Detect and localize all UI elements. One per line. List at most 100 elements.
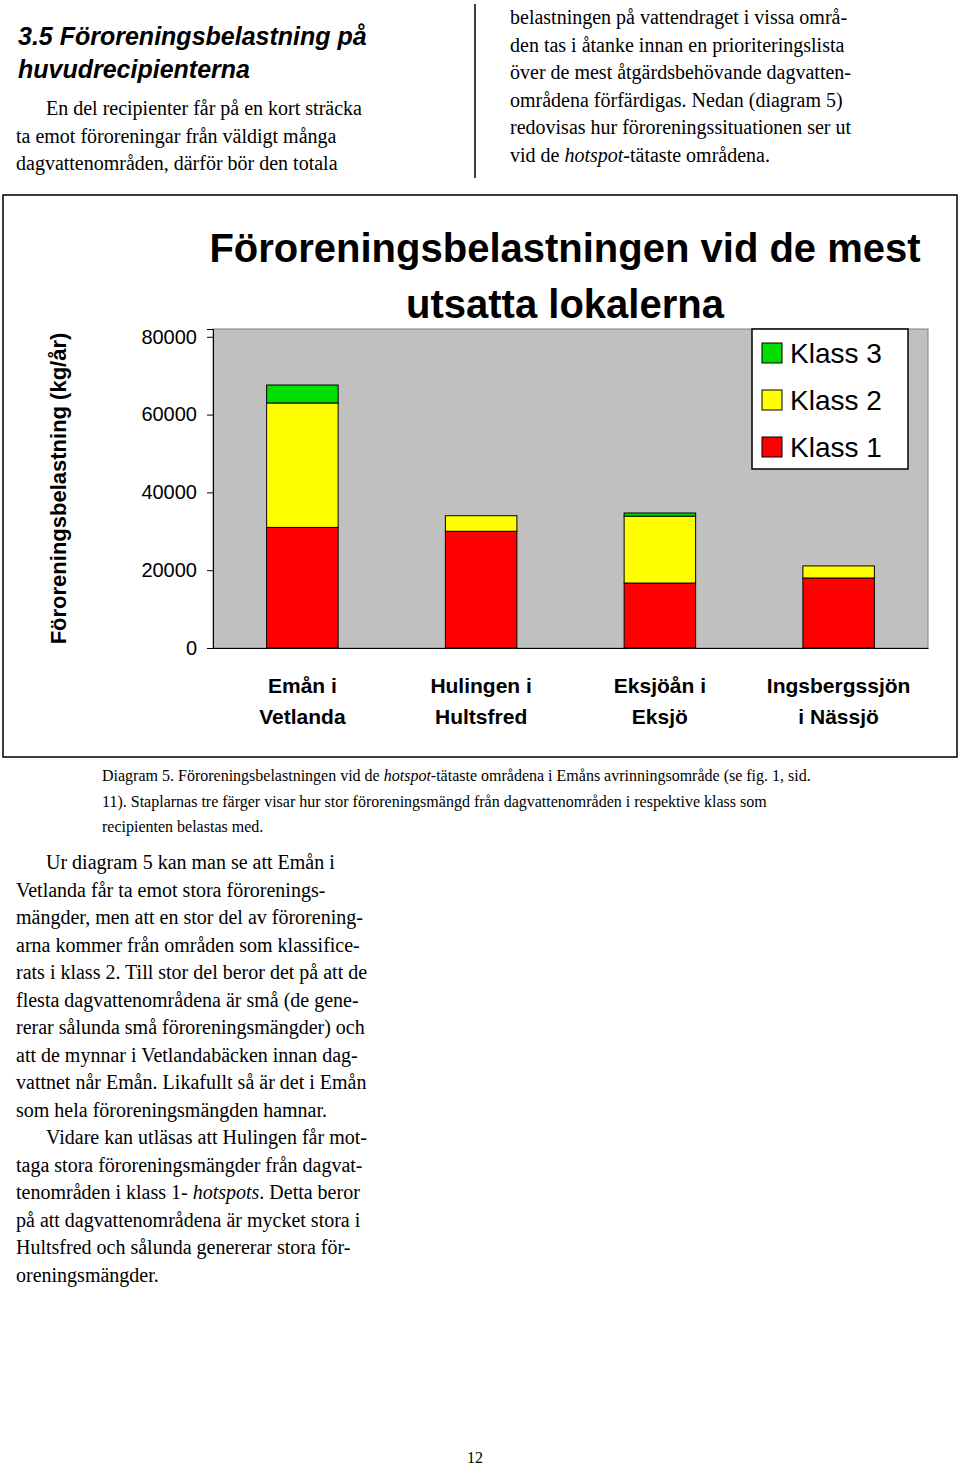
intro-text: En del recipienter får på en kort sträck… bbox=[46, 97, 362, 120]
text-segment: hotspot bbox=[384, 767, 432, 785]
bar-segment bbox=[267, 403, 339, 527]
y-tick-mark bbox=[207, 648, 213, 649]
caption: 11). Staplarnas tre färger visar hur sto… bbox=[102, 793, 767, 811]
y-tick-label: 40000 bbox=[141, 481, 197, 503]
y-tick: 60000 bbox=[141, 403, 213, 425]
bar-segment bbox=[267, 527, 339, 648]
text-line: Vetlanda bbox=[259, 705, 346, 728]
y-tick: 80000 bbox=[141, 326, 213, 348]
intro-text: ta emot föroreningar från väldigt många bbox=[16, 125, 337, 148]
chart: Föroreningsbelastningen vid de mest utsat… bbox=[46, 226, 929, 728]
text-line: Eksjöån i bbox=[614, 674, 706, 697]
text-segment: tenområden i klass 1- bbox=[16, 1181, 193, 1203]
y-tick: 20000 bbox=[141, 559, 213, 581]
intro-text: den tas i åtanke innan en prioriteringsl… bbox=[510, 34, 844, 57]
legend-label: Klass 1 bbox=[790, 432, 882, 463]
text-segment: vid de bbox=[510, 144, 564, 166]
y-axis: 0 20000 40000 60000 80000 bbox=[141, 326, 213, 659]
text-line: Hultsfred bbox=[435, 705, 527, 728]
legend-swatch bbox=[762, 437, 782, 457]
chart-frame bbox=[3, 195, 957, 757]
text-segment: . Detta beror bbox=[259, 1181, 360, 1203]
y-tick-label: 60000 bbox=[141, 403, 197, 425]
body-text: Vetlanda får ta emot stora förorenings- bbox=[16, 879, 325, 902]
bar-segment bbox=[445, 516, 517, 532]
body-text: flesta dagvattenområdena är små (de gene… bbox=[16, 989, 359, 1012]
intro-text: över de mest åtgärdsbehövande dagvatten- bbox=[510, 61, 851, 84]
text-segment: -tätaste områdena. bbox=[623, 144, 770, 166]
y-tick-mark bbox=[207, 570, 213, 571]
body-text: Ur diagram 5 kan man se att Emån i bbox=[46, 851, 335, 874]
y-axis-line bbox=[207, 330, 214, 649]
legend: Klass 3 Klass 2 Klass 1 bbox=[752, 329, 908, 469]
bar-segment bbox=[445, 515, 517, 516]
x-tick: Hulingen i Hultsfred bbox=[430, 648, 532, 728]
bar-series bbox=[267, 527, 875, 648]
bar-segment bbox=[624, 513, 696, 516]
x-axis: Emån iVetlanda Hulingen i Hultsfred Eksjöån… bbox=[214, 648, 929, 728]
text-segment: -tätaste områdena i Emåns avrinningsområ… bbox=[431, 767, 811, 785]
body-text: som hela föroreningsmängden hamnar. bbox=[16, 1099, 327, 1122]
x-tick: Eksjöån i Eksjö bbox=[614, 648, 706, 728]
body-text: Vidare kan utläsas att Hulingen får mot- bbox=[46, 1126, 367, 1149]
legend-box bbox=[752, 329, 908, 469]
text-segment: Diagram 5. Föroreningsbelastningen vid d… bbox=[102, 767, 384, 785]
page-number: 12 bbox=[467, 1449, 483, 1465]
bar-series bbox=[267, 385, 696, 516]
text-line: utsatta lokalerna bbox=[406, 282, 725, 326]
y-tick-label: 0 bbox=[186, 637, 197, 659]
intro-text: belastningen på vattendraget i vissa omr… bbox=[510, 6, 847, 29]
body-text: Hultsfred och sålunda genererar stora fö… bbox=[16, 1236, 350, 1259]
text-line: Föroreningsbelastningen vid de mest bbox=[209, 226, 920, 270]
text-line: i Nässjö bbox=[798, 705, 879, 728]
column-separator bbox=[474, 4, 476, 178]
bar-segment bbox=[624, 516, 696, 583]
x-tick: Ingsbergssjön i Nässjö bbox=[767, 648, 911, 728]
intro-text: vid de hotspot-tätaste områdena. bbox=[510, 144, 770, 167]
body-text: taga stora föroreningsmängder från dagva… bbox=[16, 1154, 363, 1177]
heading: 3.5 Föroreningsbelastning på bbox=[18, 22, 367, 50]
caption: Diagram 5. Föroreningsbelastningen vid d… bbox=[102, 767, 811, 785]
x-tick-label: Ingsbergssjön i Nässjö bbox=[767, 674, 911, 728]
intro-text: dagvattenområden, därför bör den totala bbox=[16, 152, 338, 175]
body-text: att de mynnar i Vetlandabäcken innan dag… bbox=[16, 1044, 358, 1067]
page: 3.5 Föroreningsbelastning påhuvudrecipie… bbox=[0, 0, 960, 1465]
body-text: rerar sålunda små föroreningsmängder) oc… bbox=[16, 1016, 365, 1039]
y-tick: 0 bbox=[186, 637, 213, 659]
x-tick-label: Eksjöån i Eksjö bbox=[614, 674, 706, 728]
legend-label: Klass 3 bbox=[790, 338, 882, 369]
legend-swatch bbox=[762, 343, 782, 363]
legend-label: Klass 2 bbox=[790, 385, 882, 416]
y-tick-mark bbox=[207, 492, 213, 493]
legend-swatch bbox=[762, 390, 782, 410]
chart-title: Föroreningsbelastningen vid de mest utsat… bbox=[209, 226, 920, 326]
y-tick-label: 80000 bbox=[141, 326, 197, 348]
bar-segment bbox=[803, 578, 875, 648]
x-tick-label: Hulingen i Hultsfred bbox=[430, 674, 532, 728]
x-axis-line bbox=[214, 648, 929, 649]
intro-text: områdena förfärdigas. Nedan (diagram 5) bbox=[510, 89, 843, 112]
x-tick-label: Emån iVetlanda bbox=[259, 674, 346, 728]
body-text: på att dagvattenområdena är mycket stora… bbox=[16, 1209, 361, 1232]
y-tick-mark bbox=[207, 415, 213, 416]
plot-area bbox=[213, 329, 928, 648]
bar-segment bbox=[445, 531, 517, 648]
y-tick-label: 20000 bbox=[141, 559, 197, 581]
bar-segment bbox=[624, 583, 696, 648]
text-segment: hotspot bbox=[564, 144, 623, 167]
body-text: rats i klass 2. Till stor del beror det … bbox=[16, 961, 367, 984]
text-line: Ingsbergssjön bbox=[767, 674, 911, 697]
x-tick: Emån iVetlanda bbox=[259, 648, 346, 728]
text-segment: hotspots bbox=[193, 1181, 260, 1204]
text-line: Eksjö bbox=[632, 705, 688, 728]
text-line: Hulingen i bbox=[430, 674, 532, 697]
y-axis-title: Föroreningsbelastning (kg/år) bbox=[46, 333, 71, 645]
bar-segment bbox=[803, 566, 875, 578]
body-text: mängder, men att en stor del av föroreni… bbox=[16, 906, 363, 929]
bar-segment bbox=[803, 565, 875, 566]
caption: recipienten belastas med. bbox=[102, 818, 263, 836]
body-text: tenområden i klass 1- hotspots. Detta be… bbox=[16, 1181, 360, 1204]
intro-text: redovisas hur föroreningssituationen ser… bbox=[510, 116, 851, 139]
body-text: arna kommer från områden som klassifice- bbox=[16, 934, 360, 956]
bar-segment bbox=[267, 385, 339, 403]
